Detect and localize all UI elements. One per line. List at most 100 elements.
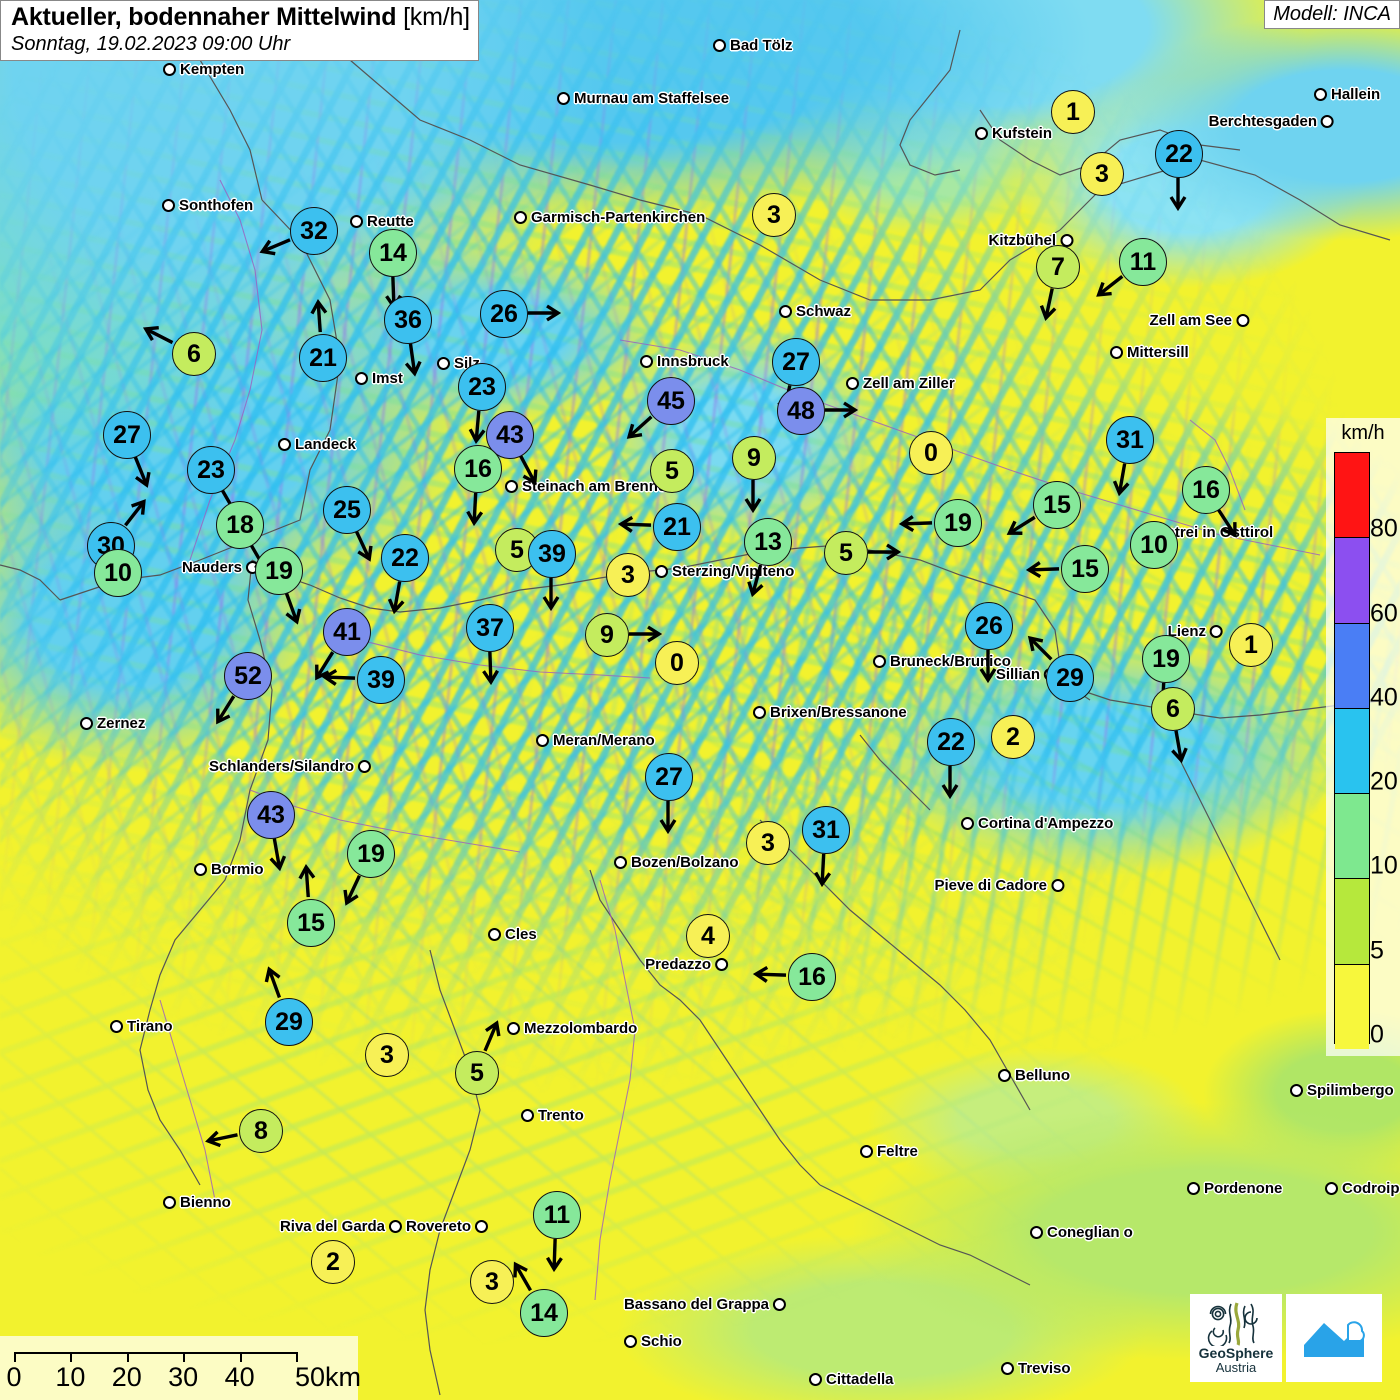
wind-station-marker[interactable]: 5 (455, 1020, 501, 1095)
wind-speed-bubble[interactable]: 21 (653, 503, 701, 551)
wind-speed-bubble[interactable]: 10 (1130, 521, 1178, 569)
wind-speed-bubble[interactable]: 29 (1046, 654, 1094, 702)
wind-speed-bubble[interactable]: 14 (520, 1289, 568, 1337)
wind-station-marker[interactable]: 0 (909, 431, 953, 475)
wind-speed-bubble[interactable]: 1 (1229, 623, 1273, 667)
wind-speed-bubble[interactable]: 13 (744, 518, 792, 566)
wind-station-marker[interactable]: 27 (772, 338, 820, 418)
wind-speed-bubble[interactable]: 43 (486, 411, 534, 459)
wind-station-marker[interactable]: 3 (752, 193, 796, 237)
wind-station-marker[interactable]: 8 (205, 1109, 283, 1153)
wind-speed-bubble[interactable]: 27 (103, 411, 151, 459)
wind-station-marker[interactable]: 1 (1229, 623, 1273, 667)
wind-station-marker[interactable]: 16 (1182, 466, 1237, 538)
wind-station-marker[interactable]: 36 (384, 296, 432, 377)
wind-station-marker[interactable]: 29 (264, 966, 313, 1046)
wind-station-marker[interactable]: 23 (458, 363, 506, 444)
wind-station-marker[interactable]: 27 (103, 411, 151, 488)
wind-speed-bubble[interactable]: 5 (455, 1051, 499, 1095)
wind-station-marker[interactable]: 16 (454, 445, 502, 527)
wind-speed-bubble[interactable]: 11 (1119, 238, 1167, 286)
wind-station-marker[interactable]: 11 (533, 1191, 581, 1273)
wind-station-marker[interactable]: 19 (898, 499, 982, 547)
wind-speed-bubble[interactable]: 19 (347, 830, 395, 878)
wind-station-marker[interactable]: 15 (287, 863, 335, 947)
wind-speed-bubble[interactable]: 15 (1061, 545, 1109, 593)
wind-station-marker[interactable]: 39 (528, 530, 576, 612)
wind-speed-bubble[interactable]: 16 (1182, 466, 1230, 514)
wind-station-marker[interactable]: 31 (1106, 416, 1154, 497)
wind-station-marker[interactable]: 48 (777, 387, 859, 435)
wind-station-marker[interactable]: 26 (965, 602, 1013, 684)
wind-station-marker[interactable]: 18 (216, 501, 269, 575)
wind-speed-bubble[interactable]: 26 (480, 290, 528, 338)
wind-station-marker[interactable]: 4 (686, 914, 730, 958)
wind-speed-bubble[interactable]: 3 (470, 1260, 514, 1304)
wind-speed-bubble[interactable]: 3 (365, 1033, 409, 1077)
wind-speed-bubble[interactable]: 8 (239, 1109, 283, 1153)
wind-speed-bubble[interactable]: 27 (645, 753, 693, 801)
wind-speed-bubble[interactable]: 48 (777, 387, 825, 435)
wind-station-marker[interactable]: 5 (650, 449, 694, 493)
wind-speed-bubble[interactable]: 22 (381, 534, 429, 582)
wind-station-marker[interactable]: 3 (606, 553, 650, 597)
wind-station-marker[interactable]: 11 (1096, 238, 1167, 297)
wind-station-marker[interactable]: 2 (991, 715, 1035, 759)
wind-speed-bubble[interactable]: 29 (265, 998, 313, 1046)
wind-speed-bubble[interactable]: 19 (934, 499, 982, 547)
wind-station-marker[interactable]: 21 (617, 503, 701, 551)
wind-speed-bubble[interactable]: 0 (909, 431, 953, 475)
wind-speed-bubble[interactable]: 3 (752, 193, 796, 237)
wind-speed-bubble[interactable]: 3 (746, 821, 790, 865)
wind-speed-bubble[interactable]: 31 (802, 806, 850, 854)
wind-speed-bubble[interactable]: 0 (655, 641, 699, 685)
wind-station-marker[interactable]: 5 (824, 531, 902, 575)
wind-station-marker[interactable]: 27 (645, 753, 693, 835)
wind-station-marker[interactable]: 21 (299, 298, 347, 382)
wind-speed-bubble[interactable]: 41 (323, 608, 371, 656)
wind-speed-bubble[interactable]: 36 (384, 296, 432, 344)
wind-speed-bubble[interactable]: 31 (1106, 416, 1154, 464)
wind-station-marker[interactable]: 22 (927, 718, 975, 800)
wind-station-marker[interactable]: 10 (94, 549, 142, 597)
wind-station-marker[interactable]: 6 (1151, 687, 1195, 764)
wind-speed-bubble[interactable]: 45 (647, 377, 695, 425)
wind-station-marker[interactable]: 37 (466, 604, 514, 686)
wind-station-marker[interactable]: 43 (486, 411, 538, 486)
wind-speed-bubble[interactable]: 6 (1151, 687, 1195, 731)
wind-station-marker[interactable]: 9 (585, 613, 663, 657)
wind-station-marker[interactable]: 0 (655, 641, 699, 685)
wind-speed-bubble[interactable]: 7 (1036, 245, 1080, 289)
wind-speed-bubble[interactable]: 43 (247, 791, 295, 839)
wind-station-marker[interactable]: 31 (802, 806, 850, 888)
wind-speed-bubble[interactable]: 52 (224, 652, 272, 700)
wind-station-marker[interactable]: 15 (1025, 545, 1109, 593)
wind-speed-bubble[interactable]: 26 (965, 602, 1013, 650)
wind-station-marker[interactable]: 3 (365, 1033, 409, 1077)
wind-station-marker[interactable]: 10 (1130, 521, 1178, 569)
wind-speed-bubble[interactable]: 39 (528, 530, 576, 578)
wind-station-marker[interactable]: 14 (513, 1261, 568, 1337)
wind-speed-bubble[interactable]: 23 (187, 446, 235, 494)
wind-station-marker[interactable]: 26 (480, 290, 562, 338)
wind-speed-bubble[interactable]: 1 (1051, 90, 1095, 134)
wind-station-marker[interactable]: 14 (369, 229, 417, 311)
wind-speed-bubble[interactable]: 2 (991, 715, 1035, 759)
wind-speed-bubble[interactable]: 32 (290, 207, 338, 255)
wind-speed-bubble[interactable]: 22 (927, 718, 975, 766)
wind-speed-bubble[interactable]: 15 (1033, 481, 1081, 529)
wind-speed-bubble[interactable]: 16 (454, 445, 502, 493)
wind-station-marker[interactable]: 1 (1051, 90, 1095, 134)
wind-speed-bubble[interactable]: 9 (732, 436, 776, 480)
wind-station-marker[interactable]: 6 (142, 326, 216, 376)
wind-station-marker[interactable]: 15 (1006, 481, 1081, 535)
wind-speed-bubble[interactable]: 6 (172, 332, 216, 376)
wind-station-marker[interactable]: 16 (752, 953, 836, 1001)
wind-station-marker[interactable]: 19 (343, 830, 395, 906)
wind-speed-bubble[interactable]: 19 (1142, 635, 1190, 683)
wind-station-marker[interactable]: 13 (744, 518, 792, 598)
wind-speed-bubble[interactable]: 37 (466, 604, 514, 652)
wind-station-marker[interactable]: 9 (732, 436, 776, 514)
wind-station-marker[interactable]: 52 (216, 652, 272, 725)
